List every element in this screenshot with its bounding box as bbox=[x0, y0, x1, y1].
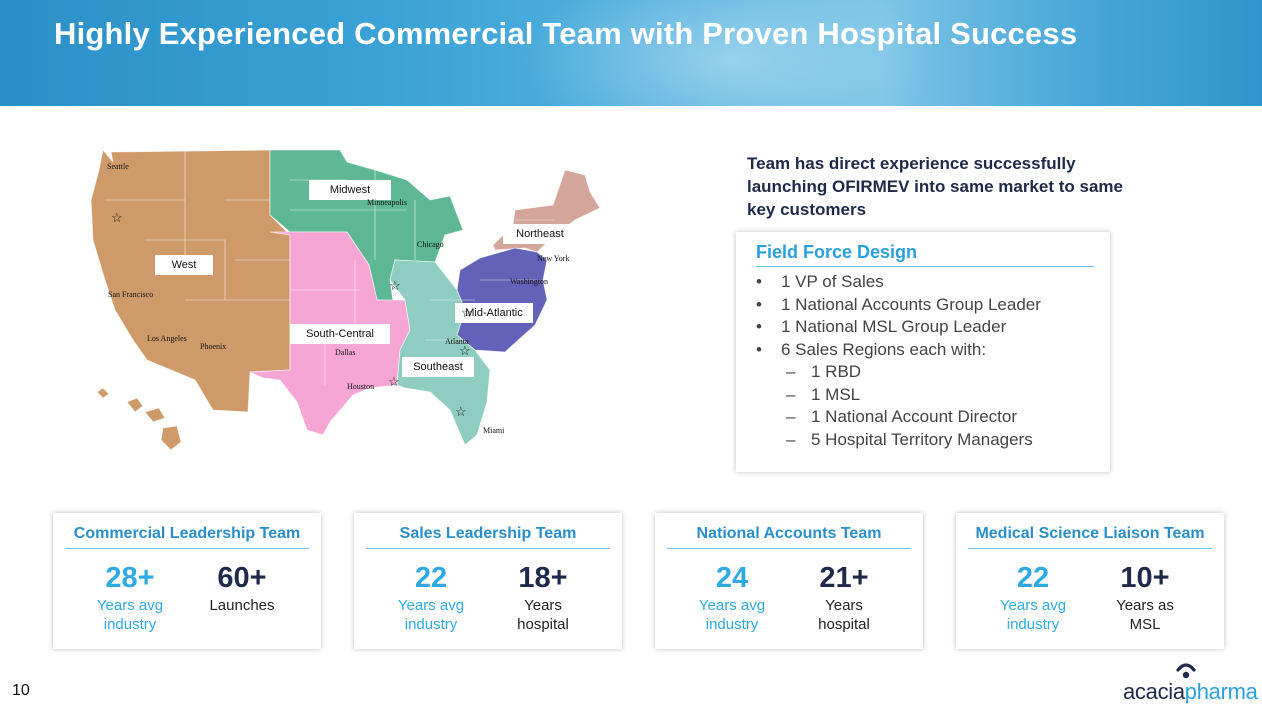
page-number: 10 bbox=[12, 682, 30, 699]
city-label: San Francisco bbox=[108, 290, 154, 299]
stat-label: Years avg bbox=[999, 597, 1067, 614]
field-force-title: Field Force Design bbox=[756, 242, 1094, 267]
card-title: Commercial Leadership Team bbox=[65, 525, 309, 549]
intro-text: Team has direct experience successfully … bbox=[747, 154, 1123, 219]
stat-secondary: 21+ Years hospital bbox=[789, 563, 899, 634]
stat-label: industry bbox=[103, 616, 157, 633]
city-label: Dallas bbox=[335, 348, 356, 357]
team-card-commercial-leadership: Commercial Leadership Team 28+ Years avg… bbox=[53, 513, 321, 649]
city-label: Atlanta bbox=[445, 337, 469, 346]
us-region-map: West Midwest South-Central Northeast Mid… bbox=[85, 140, 615, 460]
stat-secondary: 18+ Years hospital bbox=[488, 563, 598, 634]
stat-industry: 22 Years avg industry bbox=[376, 563, 486, 634]
star-icon: ☆ bbox=[388, 374, 400, 389]
list-item: 1 National MSL Group Leader bbox=[756, 316, 1094, 339]
alaska-hawaii bbox=[96, 387, 182, 451]
stat-value: 24 bbox=[715, 562, 749, 594]
stat-value: 21+ bbox=[819, 562, 869, 594]
stat-value: 28+ bbox=[105, 562, 155, 594]
stat-label: hospital bbox=[517, 616, 569, 633]
stat-industry: 24 Years avg industry bbox=[677, 563, 787, 634]
stat-label: industry bbox=[1006, 616, 1060, 633]
star-icon: ☆ bbox=[455, 404, 467, 419]
sub-list-item: 1 National Account Director bbox=[756, 406, 1094, 429]
stat-value: 22 bbox=[414, 562, 448, 594]
city-label: Washington bbox=[510, 277, 549, 286]
field-force-list: 1 VP of Sales 1 National Accounts Group … bbox=[756, 271, 1094, 451]
team-card-national-accounts: National Accounts Team 24 Years avg indu… bbox=[655, 513, 923, 649]
page-title: Highly Experienced Commercial Team with … bbox=[54, 16, 1078, 51]
team-card-sales-leadership: Sales Leadership Team 22 Years avg indus… bbox=[354, 513, 622, 649]
stat-label: Launches bbox=[209, 597, 275, 614]
city-label: New York bbox=[537, 254, 570, 263]
logo-text: acaciapharma bbox=[1123, 679, 1258, 705]
stat-label: industry bbox=[404, 616, 458, 633]
header-banner: Highly Experienced Commercial Team with … bbox=[0, 0, 1262, 106]
logo-text-pharma: pharma bbox=[1184, 679, 1258, 704]
logo-text-acacia: acacia bbox=[1123, 679, 1185, 704]
stat-label: Years avg bbox=[96, 597, 164, 614]
card-title: Medical Science Liaison Team bbox=[968, 525, 1212, 549]
city-label: Chicago bbox=[417, 240, 444, 249]
stat-label: Years bbox=[825, 597, 863, 614]
stat-industry: 22 Years avg industry bbox=[978, 563, 1088, 634]
stat-label: Years avg bbox=[698, 597, 766, 614]
region-label-midwest: Midwest bbox=[309, 180, 391, 200]
header-glow bbox=[520, 0, 940, 106]
city-label: Los Angeles bbox=[147, 334, 187, 343]
sub-list-item: 1 RBD bbox=[756, 361, 1094, 384]
stat-value: 18+ bbox=[518, 562, 568, 594]
list-item: 1 VP of Sales bbox=[756, 271, 1094, 294]
star-icon: ☆ bbox=[461, 305, 473, 320]
list-item: 1 National Accounts Group Leader bbox=[756, 294, 1094, 317]
stat-value: 60+ bbox=[217, 562, 267, 594]
card-title: Sales Leadership Team bbox=[366, 525, 610, 549]
card-title: National Accounts Team bbox=[667, 525, 911, 549]
city-label: Houston bbox=[347, 382, 375, 391]
logo-mark-icon bbox=[1176, 663, 1196, 679]
region-label-mid-atlantic: Mid-Atlantic bbox=[455, 303, 533, 323]
sub-list-item: 1 MSL bbox=[756, 384, 1094, 407]
stat-label: industry bbox=[705, 616, 759, 633]
stat-label: Years as bbox=[1116, 597, 1174, 614]
region-label-southeast: Southeast bbox=[402, 357, 474, 377]
stat-value: 10+ bbox=[1120, 562, 1170, 594]
star-icon: ☆ bbox=[389, 278, 401, 293]
company-logo: acaciapharma bbox=[1120, 660, 1260, 706]
list-item: 6 Sales Regions each with: bbox=[756, 339, 1094, 362]
region-label-south-central: South-Central bbox=[290, 324, 390, 344]
stat-label: hospital bbox=[818, 616, 870, 633]
stat-industry: 28+ Years avg industry bbox=[75, 563, 185, 634]
region-label-northeast: Northeast bbox=[503, 224, 577, 244]
city-label: Minneapolis bbox=[367, 198, 407, 207]
stat-label: Years avg bbox=[397, 597, 465, 614]
stat-label: MSL bbox=[1129, 616, 1161, 633]
sub-list-item: 5 Hospital Territory Managers bbox=[756, 429, 1094, 452]
region-label-west: West bbox=[155, 255, 213, 275]
stat-label: Years bbox=[524, 597, 562, 614]
star-icon: ☆ bbox=[459, 343, 471, 358]
star-icon: ☆ bbox=[111, 210, 123, 225]
field-force-design-box: Field Force Design 1 VP of Sales 1 Natio… bbox=[736, 232, 1110, 472]
stat-value: 22 bbox=[1016, 562, 1050, 594]
city-label: Seattle bbox=[107, 162, 129, 171]
team-card-medical-science-liaison: Medical Science Liaison Team 22 Years av… bbox=[956, 513, 1224, 649]
stat-secondary: 60+ Launches bbox=[187, 563, 297, 615]
city-label: Phoenix bbox=[200, 342, 227, 351]
city-label: Miami bbox=[483, 426, 505, 435]
stat-secondary: 10+ Years as MSL bbox=[1090, 563, 1200, 634]
